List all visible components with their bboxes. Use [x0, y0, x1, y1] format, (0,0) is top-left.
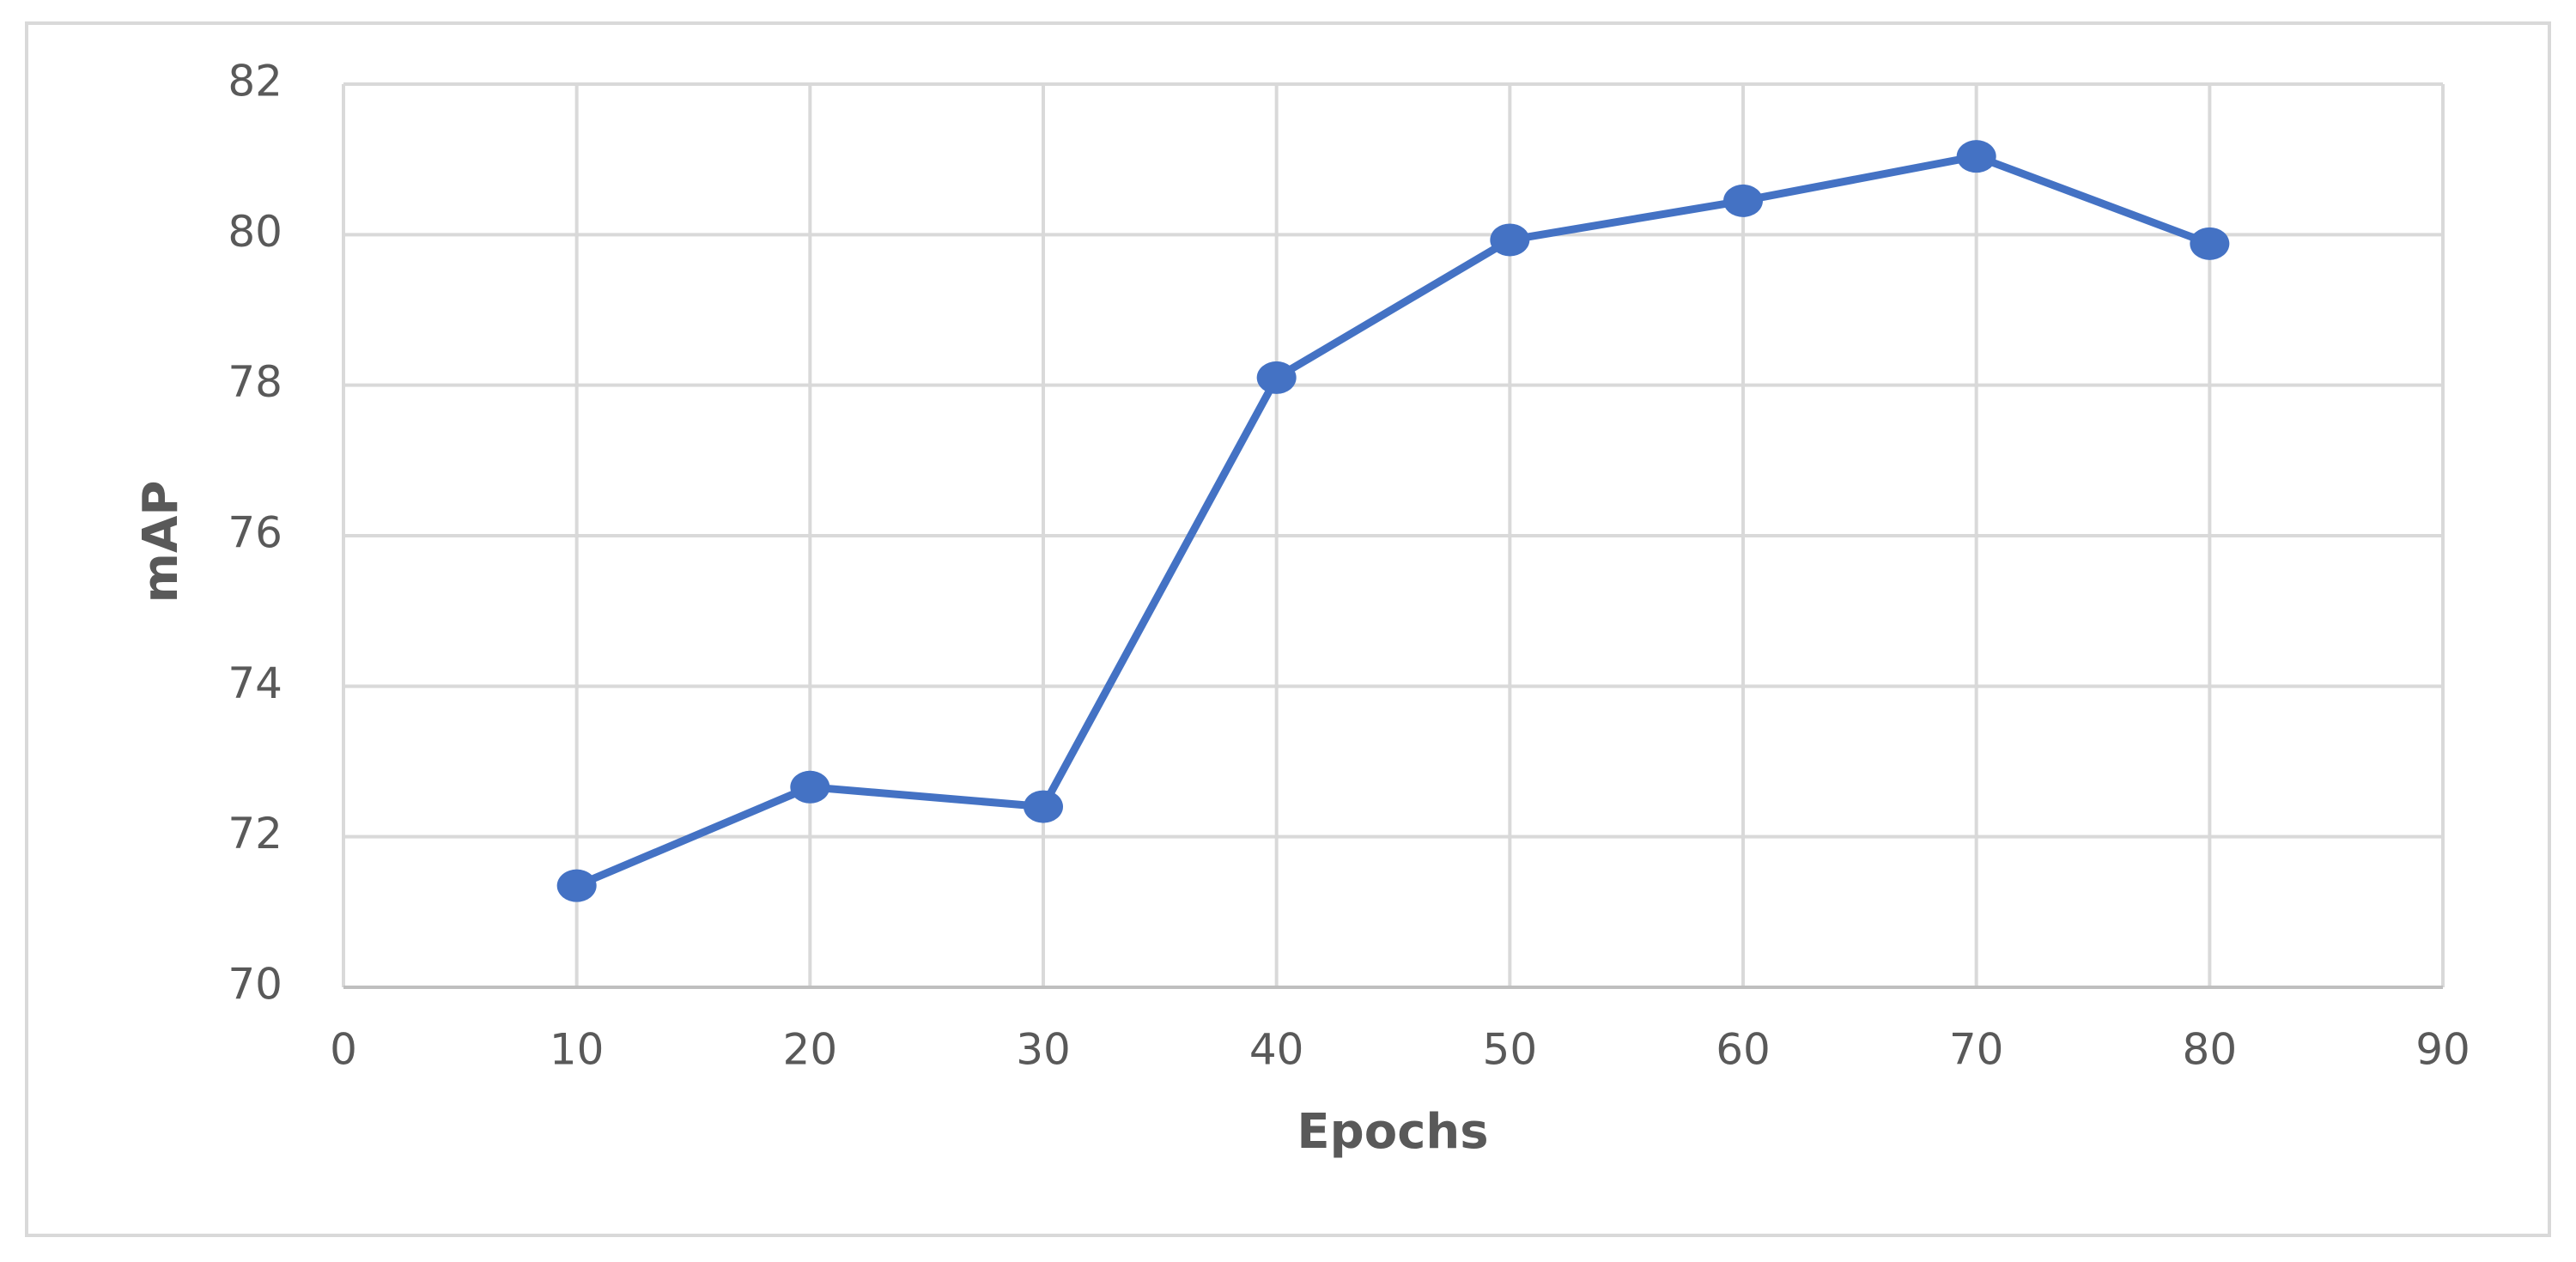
y-tick-label: 82 — [228, 57, 283, 106]
x-tick-label: 60 — [1716, 1025, 1771, 1075]
data-point — [556, 869, 597, 902]
x-tick-label: 0 — [330, 1025, 357, 1075]
data-point — [1024, 790, 1063, 823]
x-tick-label: 10 — [550, 1025, 605, 1075]
data-point — [790, 770, 830, 804]
x-tick-label: 20 — [783, 1025, 838, 1075]
y-tick-label: 76 — [228, 508, 283, 558]
x-axis-title: Epochs — [1297, 1104, 1488, 1160]
data-point — [1723, 184, 1763, 217]
x-tick-label: 50 — [1483, 1025, 1538, 1075]
x-tick-label: 90 — [2415, 1025, 2470, 1075]
y-axis-title: mAP — [133, 481, 189, 604]
data-point — [1256, 361, 1297, 394]
data-point — [1956, 140, 1996, 173]
x-tick-label: 30 — [1016, 1025, 1071, 1075]
chart-border — [25, 21, 2551, 1237]
y-tick-label: 70 — [228, 960, 283, 1010]
y-tick-label: 74 — [228, 658, 283, 708]
data-point — [2190, 227, 2230, 260]
data-point — [1490, 223, 1530, 257]
data-line — [574, 152, 2211, 889]
x-tick-label: 70 — [1949, 1025, 2004, 1075]
x-tick-label: 80 — [2183, 1025, 2238, 1075]
x-tick-label: 40 — [1249, 1025, 1304, 1075]
y-tick-label: 72 — [228, 809, 283, 859]
y-tick-label: 80 — [228, 207, 283, 257]
y-tick-label: 78 — [228, 357, 283, 407]
